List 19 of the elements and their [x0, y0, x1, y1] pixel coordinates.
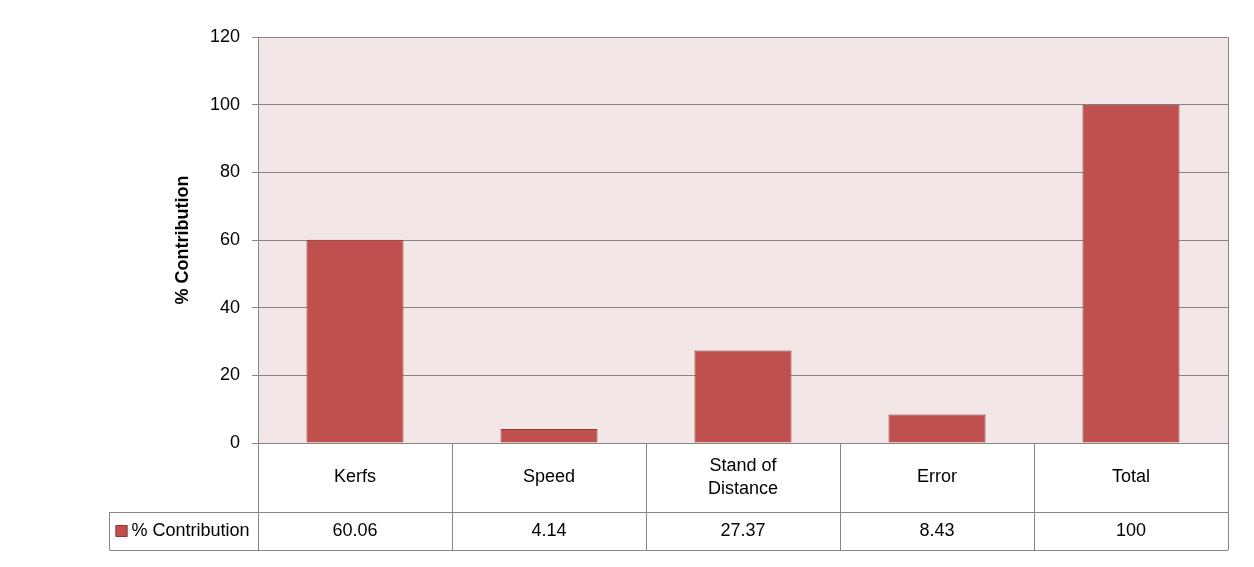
x-tick-label: Speed	[522, 466, 576, 487]
y-tick-label: 120	[209, 25, 240, 46]
data-label: 100	[1115, 519, 1147, 540]
x-tick-label: Total	[1111, 466, 1151, 487]
y-tick-label: 80	[219, 161, 240, 182]
y-tick-label: 40	[219, 296, 240, 317]
data-label: 4.14	[531, 519, 567, 540]
data-label: 60.06	[332, 519, 378, 540]
x-tick-label: Error	[917, 466, 957, 487]
y-tick-label: 20	[219, 364, 240, 385]
y-tick-label: 100	[209, 93, 240, 114]
x-tick-label: Kerfs	[333, 466, 377, 487]
legend-label: % Contribution	[131, 519, 250, 540]
data-label: 8.43	[919, 519, 955, 540]
x-tick-label: Stand of Distance	[707, 454, 779, 498]
y-tick-label: 60	[219, 228, 240, 249]
y-tick-label: 0	[229, 431, 240, 452]
y-axis-title: % Contribution	[171, 175, 192, 305]
data-label: 27.37	[720, 519, 766, 540]
